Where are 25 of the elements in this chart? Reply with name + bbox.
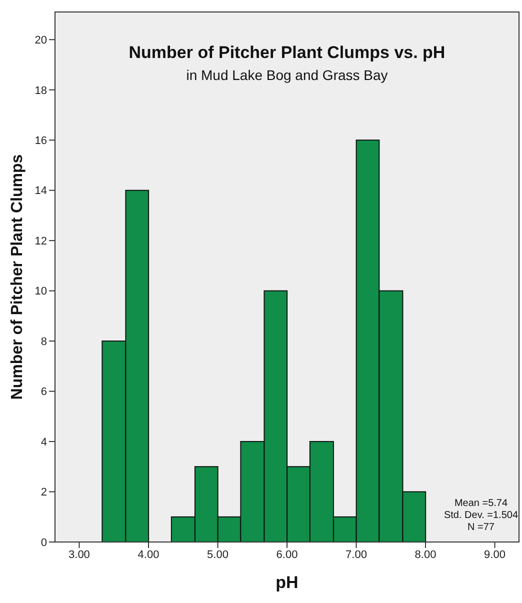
x-tick-label: 4.00 — [138, 548, 160, 561]
x-tick-label: 8.00 — [414, 548, 436, 561]
y-axis-title: Number of Pitcher Plant Clumps — [9, 154, 26, 400]
annotation: Std. Dev. =1.504 — [444, 510, 518, 521]
y-tick-label: 6 — [40, 386, 47, 398]
x-tick-label: 9.00 — [484, 548, 506, 561]
y-tick-label: 8 — [40, 336, 47, 348]
annotation: Mean =5.74 — [454, 498, 508, 509]
x-tick-label: 7.00 — [346, 548, 367, 561]
x-tick-label: 6.00 — [276, 548, 298, 561]
y-tick-label: 0 — [40, 536, 47, 549]
y-tick-label: 4 — [40, 436, 47, 448]
x-axis-title: pH — [276, 573, 298, 592]
annotation: N =77 — [468, 522, 495, 533]
y-tick-label: 12 — [34, 235, 47, 248]
x-tick-label: 3.00 — [68, 548, 90, 561]
y-tick-label: 16 — [34, 135, 47, 148]
y-tick-label: 2 — [40, 486, 47, 499]
y-tick-label: 14 — [34, 185, 47, 198]
y-tick-label: 18 — [34, 84, 47, 97]
y-tick-label: 10 — [34, 286, 47, 298]
y-tick-label: 20 — [34, 34, 47, 47]
x-tick-label: 5.00 — [207, 548, 228, 561]
text: in Mud Lake Bog and Grass Bay — [186, 67, 388, 83]
text: Number of Pitcher Plant Clumps vs. pH — [128, 43, 446, 62]
